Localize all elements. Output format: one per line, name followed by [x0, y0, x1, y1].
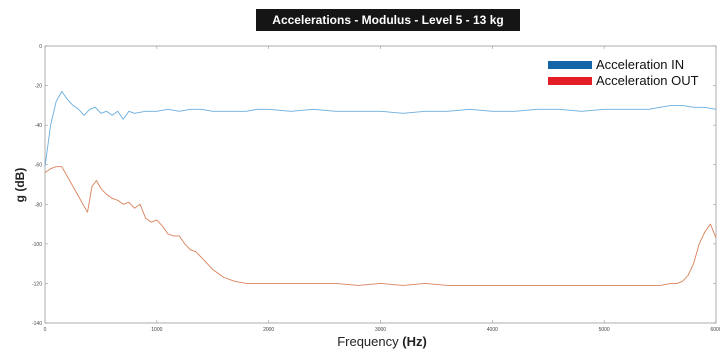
legend-entry-1: Acceleration OUT [596, 73, 699, 88]
x-tick-label: 4000 [487, 327, 498, 333]
chart-title: Accelerations - Modulus - Level 5 - 13 k… [256, 9, 520, 31]
y-tick-label: -60 [35, 163, 42, 169]
x-axis-label-unit: (Hz) [402, 334, 427, 349]
series-line-1 [44, 166, 717, 286]
x-axis-label-main: Frequency [337, 334, 399, 349]
legend-swatch-0 [548, 61, 592, 69]
y-axis-label: g (dB) [13, 168, 27, 203]
y-tick-label: -100 [32, 242, 42, 248]
x-tick-label: 1000 [151, 327, 162, 333]
series-layer [44, 91, 717, 286]
y-tick-label: -120 [32, 281, 42, 287]
y-tick-label: -20 [35, 84, 42, 90]
y-tick-label: -40 [35, 123, 42, 129]
legend-swatch-1 [548, 77, 592, 85]
y-tick-label: -140 [32, 321, 42, 327]
legend-entry-0: Acceleration IN [596, 57, 684, 72]
x-tick-label: 0 [44, 327, 47, 333]
x-axis-label: Frequency (Hz) [337, 334, 427, 349]
x-tick-label: 2000 [263, 327, 274, 333]
y-tick-label: 0 [39, 44, 42, 50]
x-tick-label: 3000 [375, 327, 386, 333]
series-line-0 [44, 91, 717, 167]
y-tick-label: -80 [35, 202, 42, 208]
x-tick-label: 5000 [599, 327, 610, 333]
